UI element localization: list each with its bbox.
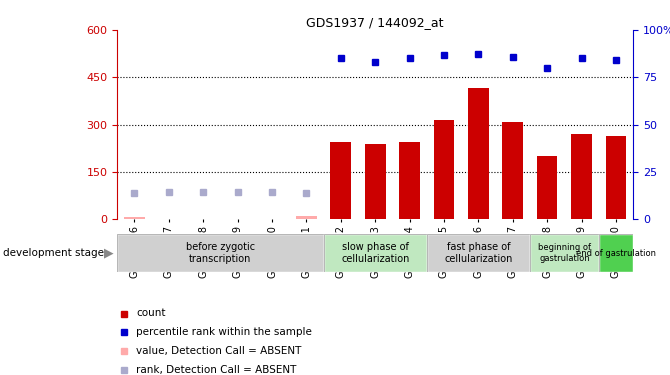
Bar (572, 134, 592, 219)
Bar (330, 142, 351, 219)
Bar (530, 234, 599, 272)
Bar (124, 217, 145, 219)
Text: end of gastrulation: end of gastrulation (576, 249, 656, 258)
Text: beginning of
gastrulation: beginning of gastrulation (538, 243, 591, 263)
Bar (606, 136, 626, 219)
Bar (324, 234, 427, 272)
Text: development stage: development stage (3, 248, 105, 258)
Text: percentile rank within the sample: percentile rank within the sample (137, 327, 312, 337)
Bar (117, 234, 324, 272)
Title: GDS1937 / 144092_at: GDS1937 / 144092_at (306, 16, 444, 29)
Bar (599, 234, 633, 272)
Bar (365, 144, 385, 219)
Bar (530, 234, 599, 272)
Bar (399, 142, 420, 219)
Text: ▶: ▶ (105, 247, 114, 259)
Text: count: count (137, 309, 166, 318)
Text: rank, Detection Call = ABSENT: rank, Detection Call = ABSENT (137, 365, 297, 375)
Bar (427, 234, 530, 272)
Bar (468, 88, 488, 219)
Bar (537, 156, 557, 219)
Bar (296, 216, 317, 219)
Bar (427, 234, 530, 272)
Bar (433, 120, 454, 219)
Bar (502, 122, 523, 219)
Text: slow phase of
cellularization: slow phase of cellularization (341, 242, 409, 264)
Bar (599, 234, 633, 272)
Text: fast phase of
cellularization: fast phase of cellularization (444, 242, 513, 264)
Bar (117, 234, 324, 272)
Text: before zygotic
transcription: before zygotic transcription (186, 242, 255, 264)
Text: value, Detection Call = ABSENT: value, Detection Call = ABSENT (137, 346, 302, 356)
Bar (324, 234, 427, 272)
